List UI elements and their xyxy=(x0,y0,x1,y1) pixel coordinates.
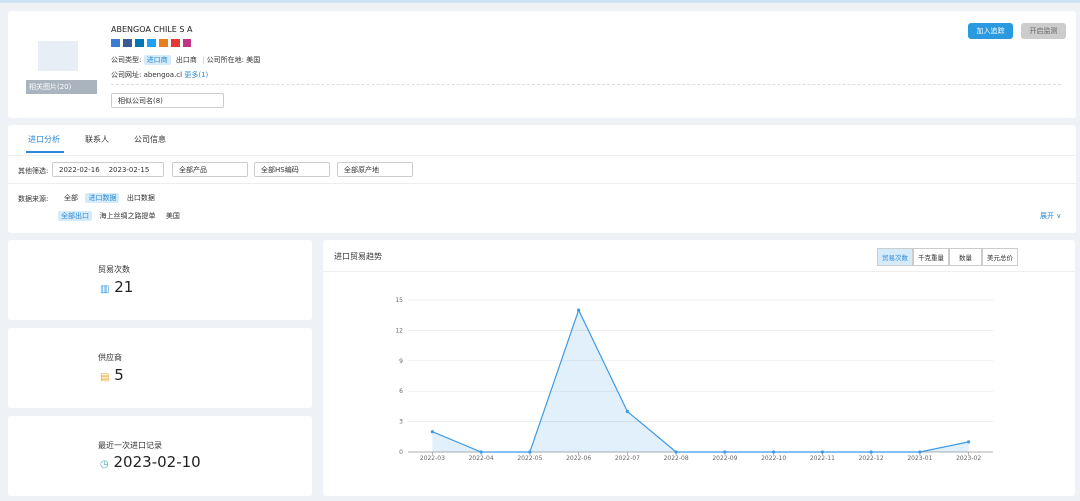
photos[interactable]: 相关图片(20) xyxy=(26,80,97,94)
filter-card: 进口分析 联系人 公司信息 其他筛选: 2022-02-16 2023-02-1… xyxy=(8,125,1076,233)
tab[interactable]: 公司信息 xyxy=(134,135,166,144)
website-row: 公司网址: abengoa.cl 更多(1) xyxy=(111,70,208,80)
tab[interactable]: 联系人 xyxy=(85,135,109,144)
expand-text: 展开 xyxy=(1040,212,1054,220)
source-options: 全部 进口数据 出口数据 xyxy=(61,193,158,203)
point xyxy=(820,450,824,454)
tab-underline xyxy=(26,151,64,153)
company-name: ABENGOA CHILE S A xyxy=(111,25,193,34)
y-tick-label: 12 xyxy=(395,327,403,334)
stat-value: ▥ 21 xyxy=(100,278,134,296)
top-bar xyxy=(0,0,1080,3)
website[interactable]: abengoa.cl xyxy=(143,71,183,79)
x-tick-label: 2022-11 xyxy=(810,455,835,462)
date-to: 2023-02-15 xyxy=(108,166,150,174)
more[interactable]: 更多(1) xyxy=(184,71,209,79)
divider xyxy=(323,271,1075,272)
y-tick-label: 6 xyxy=(399,388,403,395)
product-select[interactable]: 全部产品 xyxy=(172,162,248,177)
point xyxy=(723,450,727,454)
filter-label: 其他筛选: xyxy=(18,167,49,175)
point xyxy=(772,450,776,454)
company-card: 相关图片(20) ABENGOA CHILE S A 公司类型: 进口商 出口商… xyxy=(8,11,1076,118)
tab[interactable]: 进口分析 xyxy=(28,135,60,144)
divider xyxy=(111,84,1061,85)
stat-label: 供应商 xyxy=(98,353,122,362)
y-tick-label: 9 xyxy=(399,358,403,365)
metric-toggles: 贸易次数 千克重量 数量 美元总价 xyxy=(877,248,1018,266)
stat-card: 贸易次数 ▥ 21 xyxy=(8,240,312,320)
point xyxy=(528,450,532,454)
area xyxy=(432,310,969,452)
chart-card: 进口贸易趋势 贸易次数 千克重量 数量 美元总价 xyxy=(323,240,1075,496)
x-tick-label: 2023-01 xyxy=(907,455,932,462)
stat-card: 供应商 ▤ 5 xyxy=(8,328,312,408)
source-option[interactable]: 全部 xyxy=(64,194,78,202)
stat-label: 贸易次数 xyxy=(98,265,130,274)
website-label: 公司网址: xyxy=(111,71,142,79)
source-label: 数据来源: xyxy=(18,195,49,203)
y-tick-label: 15 xyxy=(395,297,403,304)
source-option[interactable]: 出口数据 xyxy=(126,194,155,202)
track-button[interactable]: 加入追踪 xyxy=(968,23,1013,39)
y-tick-label: 3 xyxy=(399,419,403,426)
x-tick-label: 2023-02 xyxy=(956,455,981,462)
stat-number: 5 xyxy=(114,366,124,384)
hs-select[interactable]: 全部HS编码 xyxy=(254,162,330,177)
stat-card: 最近一次进口记录 ◷ 2023-02-10 xyxy=(8,416,312,496)
point xyxy=(479,450,483,454)
sub-option[interactable]: 海上丝绸之路提单 xyxy=(99,212,156,220)
stat-value: ◷ 2023-02-10 xyxy=(100,453,201,471)
type-label: 公司类型: xyxy=(111,56,142,64)
monitor-button[interactable]: 开启监测 xyxy=(1021,23,1066,39)
x-tick-label: 2022-08 xyxy=(664,455,689,462)
divider xyxy=(8,183,1076,184)
type-tag: 出口商 xyxy=(175,56,197,64)
point xyxy=(430,430,434,434)
point xyxy=(625,409,629,414)
sub-option[interactable]: 美国 xyxy=(165,212,180,220)
origin-select[interactable]: 全部原产地 xyxy=(337,162,413,177)
metric-toggle[interactable]: 千克重量 xyxy=(913,248,949,266)
stat-number: 21 xyxy=(114,278,134,296)
x-tick-label: 2022-07 xyxy=(615,455,640,462)
date-from: 2022-02-16 xyxy=(59,166,100,174)
line xyxy=(432,308,969,453)
point xyxy=(967,440,971,444)
divider xyxy=(8,155,1076,156)
metric-toggle[interactable]: 贸易次数 xyxy=(877,248,913,266)
location-label: 公司所在地: xyxy=(206,56,245,64)
date-range[interactable]: 2022-02-16 2023-02-15 xyxy=(52,162,164,177)
point xyxy=(577,308,581,312)
x-tick-label: 2022-09 xyxy=(712,455,737,462)
stat-label: 最近一次进口记录 xyxy=(98,441,162,450)
source-sub: 全部出口 海上丝绸之路提单 美国 xyxy=(58,211,183,221)
metric-toggle[interactable]: 美元总价 xyxy=(982,248,1018,266)
type-row: 公司类型: 进口商 出口商 | 公司所在地: 美国 xyxy=(111,55,261,65)
point xyxy=(869,450,873,454)
x-tick-label: 2022-06 xyxy=(566,455,591,462)
source-option[interactable]: 进口数据 xyxy=(85,193,120,203)
stat-number: 2023-02-10 xyxy=(113,453,201,471)
x-tick-label: 2022-12 xyxy=(859,455,884,462)
x-tick-label: 2022-05 xyxy=(517,455,542,462)
metric-toggle[interactable]: 数量 xyxy=(949,248,982,266)
point xyxy=(674,450,678,454)
type-tag: 进口商 xyxy=(143,55,171,65)
location: 美国 xyxy=(246,56,261,64)
chart-title: 进口贸易趋势 xyxy=(334,252,382,261)
x-tick-label: 2022-04 xyxy=(469,455,494,462)
point xyxy=(918,450,922,454)
sub-option[interactable]: 全部出口 xyxy=(58,211,92,221)
x-tick-label: 2022-10 xyxy=(761,455,786,462)
y-tick-label: 0 xyxy=(399,449,403,456)
stat-value: ▤ 5 xyxy=(100,366,124,384)
similar-select[interactable]: 相似公司名(8) xyxy=(111,93,224,108)
social-icons[interactable] xyxy=(111,39,191,47)
x-tick-label: 2022-03 xyxy=(420,455,445,462)
expand[interactable]: 展开 ∨ xyxy=(1040,212,1062,220)
company-logo xyxy=(38,41,78,71)
